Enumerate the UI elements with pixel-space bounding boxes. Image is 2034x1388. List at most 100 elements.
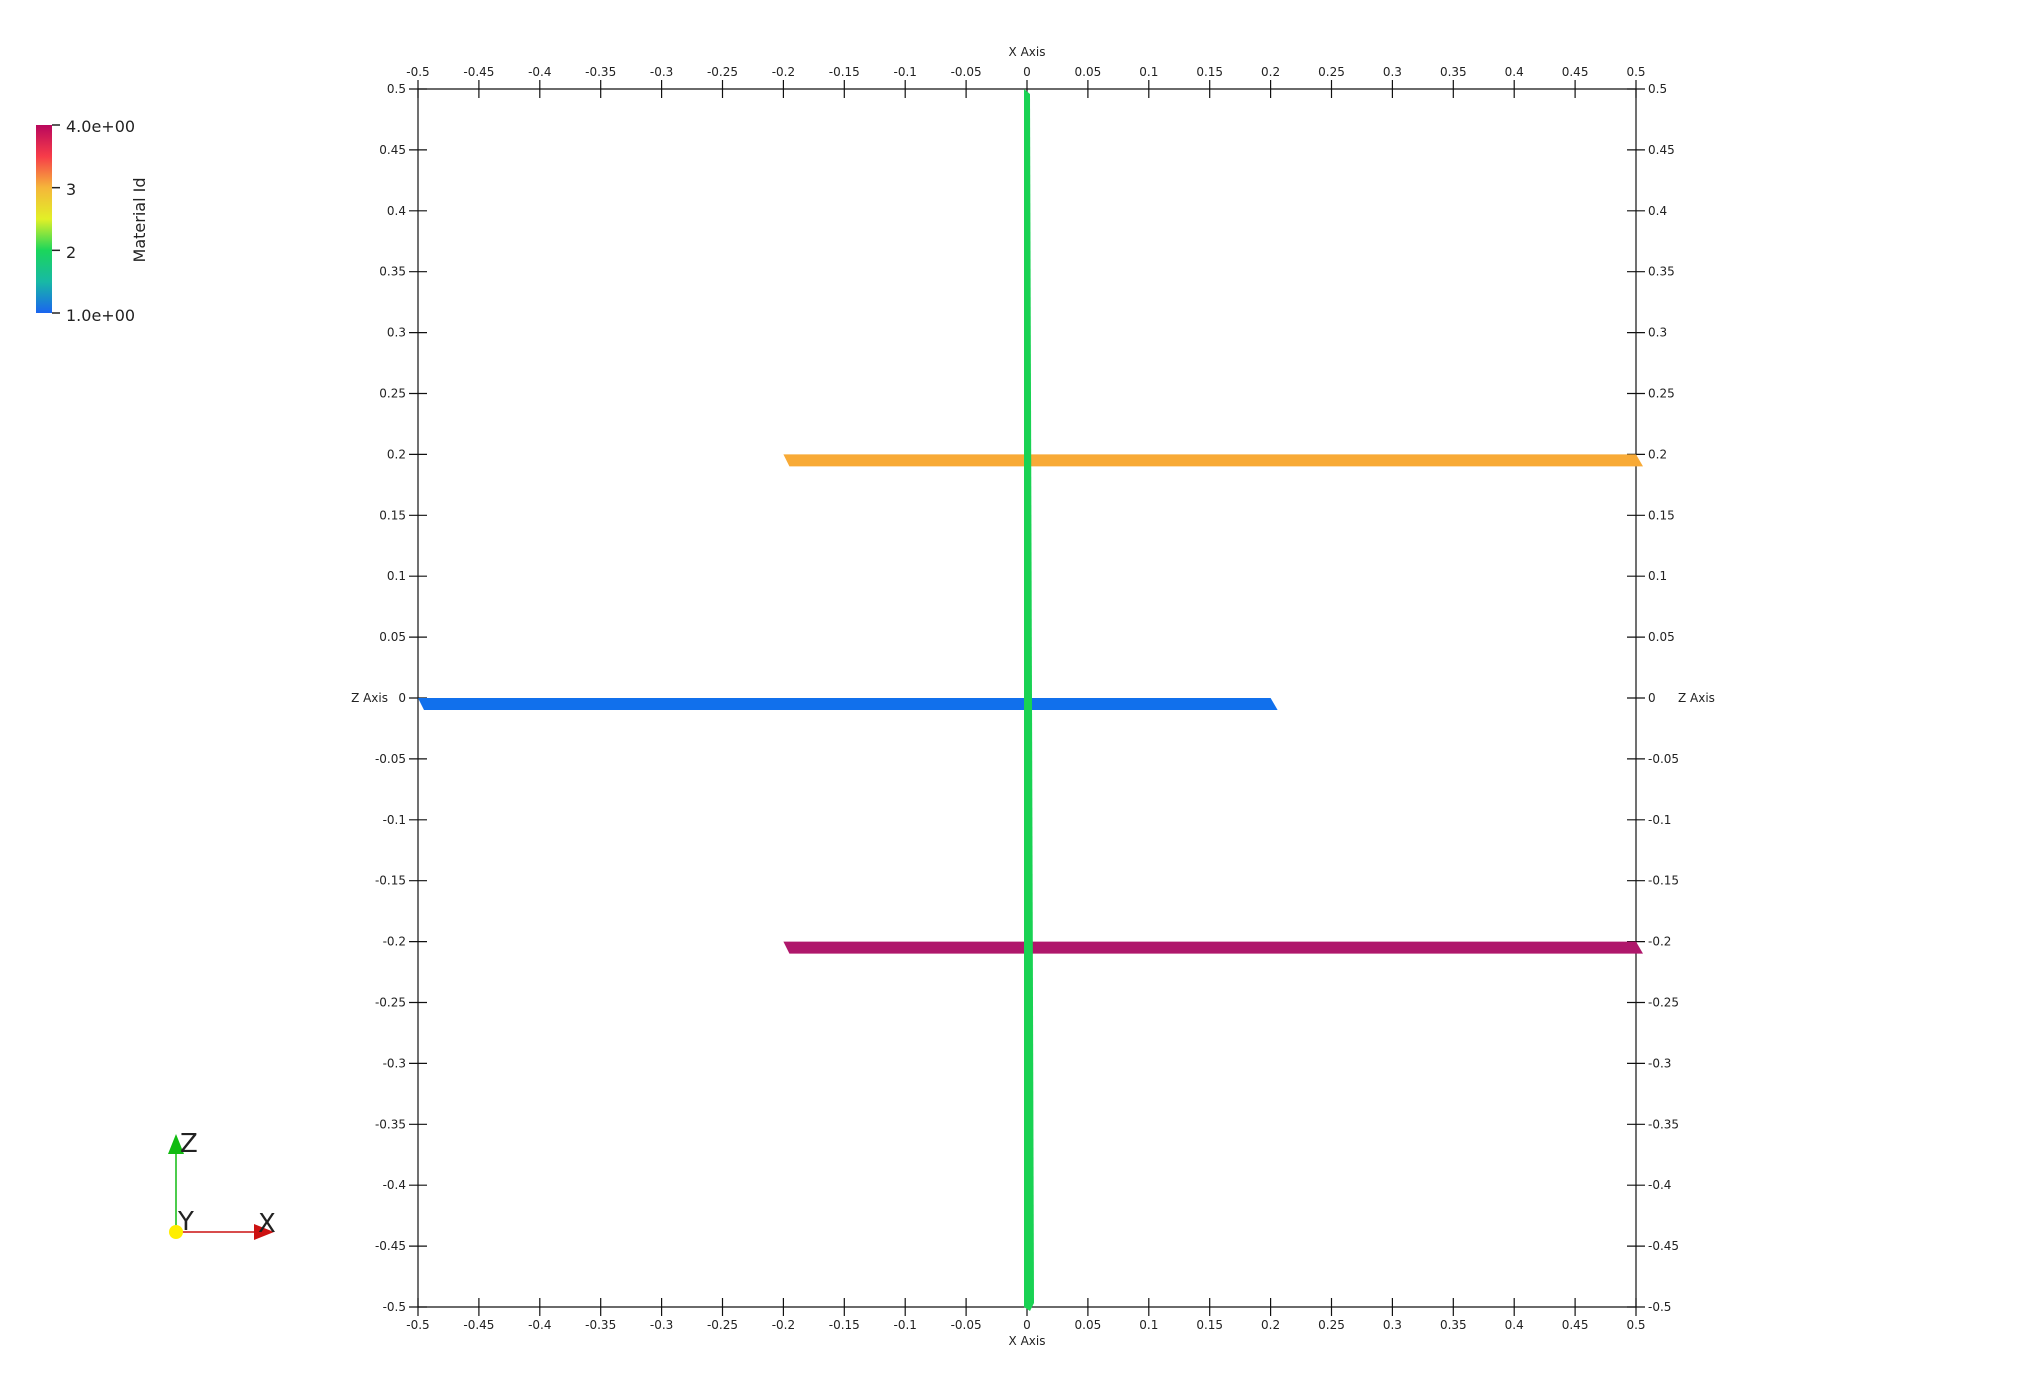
x-tick-label-top: 0.3	[1383, 65, 1402, 79]
x-tick-label-top: 0.45	[1562, 65, 1589, 79]
z-tick-label-right: -0.1	[1648, 813, 1671, 827]
x-tick-label-top: -0.15	[829, 65, 860, 79]
x-tick-label-top: 0.25	[1318, 65, 1345, 79]
orient-y-dot-icon	[169, 1225, 183, 1239]
z-axis-title-left: Z Axis	[351, 691, 388, 705]
z-tick-label-right: 0.3	[1648, 326, 1667, 340]
x-tick-label-top: -0.25	[707, 65, 738, 79]
x-tick-label-bottom: 0.45	[1562, 1318, 1589, 1332]
orient-x-arrow-icon	[254, 1224, 274, 1240]
z-tick-label-left: 0.4	[387, 204, 406, 218]
data-series	[418, 89, 1643, 1311]
x-tick-label-top: -0.35	[585, 65, 616, 79]
z-tick-label-right: 0.35	[1648, 265, 1675, 279]
x-tick-label-bottom: -0.3	[650, 1318, 673, 1332]
x-tick-label-top: 0.2	[1261, 65, 1280, 79]
z-tick-label-right: -0.05	[1648, 752, 1679, 766]
material-3-strip	[783, 454, 1643, 467]
z-tick-label-left: -0.2	[383, 935, 406, 949]
x-tick-label-top: -0.1	[893, 65, 916, 79]
z-tick-label-right: 0.45	[1648, 143, 1675, 157]
x-tick-label-bottom: 0.1	[1139, 1318, 1158, 1332]
z-tick-label-right: -0.45	[1648, 1239, 1679, 1253]
x-tick-label-top: 0.15	[1196, 65, 1223, 79]
z-tick-label-right: 0.25	[1648, 387, 1675, 401]
z-tick-label-left: 0.35	[379, 265, 406, 279]
material-4-strip	[783, 941, 1643, 954]
z-tick-label-right: 0.2	[1648, 447, 1667, 461]
orient-z-label: Z	[180, 1129, 198, 1159]
x-tick-label-bottom: -0.5	[406, 1318, 429, 1332]
x-tick-label-bottom: -0.15	[829, 1318, 860, 1332]
legend-label-3: 3	[66, 180, 76, 199]
orient-y-label: Y	[177, 1207, 194, 1237]
plot-area: -0.5-0.5-0.45-0.45-0.4-0.4-0.35-0.35-0.3…	[375, 65, 1679, 1332]
z-tick-label-right: 0.4	[1648, 204, 1667, 218]
z-tick-label-left: -0.05	[375, 752, 406, 766]
z-tick-label-left: -0.1	[383, 813, 406, 827]
x-tick-label-bottom: 0.35	[1440, 1318, 1467, 1332]
z-tick-label-left: -0.5	[383, 1300, 406, 1314]
z-tick-label-left: -0.3	[383, 1056, 406, 1070]
z-tick-label-left: 0.3	[387, 326, 406, 340]
axis-ticks: -0.5-0.5-0.45-0.45-0.4-0.4-0.35-0.35-0.3…	[375, 65, 1679, 1332]
z-tick-label-right: -0.3	[1648, 1056, 1671, 1070]
z-tick-label-left: -0.25	[375, 996, 406, 1010]
legend-label-2: 2	[66, 243, 76, 262]
x-tick-label-bottom: 0.5	[1626, 1318, 1645, 1332]
x-tick-label-bottom: -0.45	[463, 1318, 494, 1332]
z-tick-label-right: -0.15	[1648, 874, 1679, 888]
z-tick-label-right: 0.05	[1648, 630, 1675, 644]
x-tick-label-bottom: -0.35	[585, 1318, 616, 1332]
x-tick-label-top: -0.5	[406, 65, 429, 79]
x-tick-label-bottom: 0	[1023, 1318, 1031, 1332]
material-1-strip	[418, 698, 1278, 710]
x-tick-label-top: -0.05	[951, 65, 982, 79]
x-tick-label-bottom: 0.25	[1318, 1318, 1345, 1332]
x-tick-label-top: -0.4	[528, 65, 551, 79]
x-tick-label-bottom: 0.15	[1196, 1318, 1223, 1332]
z-tick-label-right: -0.5	[1648, 1300, 1671, 1314]
x-tick-label-bottom: 0.4	[1505, 1318, 1524, 1332]
z-tick-label-right: 0	[1648, 691, 1656, 705]
x-tick-label-top: 0.05	[1075, 65, 1102, 79]
x-tick-label-bottom: -0.2	[772, 1318, 795, 1332]
z-tick-label-left: -0.15	[375, 874, 406, 888]
color-legend: 4.0e+00 3 2 1.0e+00 Material Id	[36, 117, 149, 325]
z-tick-label-right: 0.5	[1648, 82, 1667, 96]
z-tick-label-left: -0.4	[383, 1178, 406, 1192]
z-tick-label-left: 0.25	[379, 387, 406, 401]
x-tick-label-bottom: 0.3	[1383, 1318, 1402, 1332]
x-tick-label-top: 0	[1023, 65, 1031, 79]
z-tick-label-left: 0.2	[387, 447, 406, 461]
z-tick-label-right: -0.4	[1648, 1178, 1671, 1192]
z-tick-label-left: 0.15	[379, 508, 406, 522]
x-tick-label-top: 0.1	[1139, 65, 1158, 79]
legend-color-bar	[36, 125, 52, 313]
x-tick-label-top: 0.5	[1626, 65, 1645, 79]
legend-label-max: 4.0e+00	[66, 117, 135, 136]
orient-z-arrow-icon	[168, 1134, 184, 1154]
x-axis-title-bottom: X Axis	[1009, 1334, 1046, 1348]
x-tick-label-top: -0.3	[650, 65, 673, 79]
x-tick-label-bottom: -0.25	[707, 1318, 738, 1332]
legend-title: Material Id	[130, 178, 149, 263]
x-axis-title-top: X Axis	[1009, 45, 1046, 59]
x-tick-label-top: -0.2	[772, 65, 795, 79]
x-tick-label-top: 0.35	[1440, 65, 1467, 79]
z-tick-label-right: -0.25	[1648, 996, 1679, 1010]
z-axis-title-right: Z Axis	[1678, 691, 1715, 705]
x-tick-label-top: 0.4	[1505, 65, 1524, 79]
x-tick-label-bottom: 0.2	[1261, 1318, 1280, 1332]
z-tick-label-right: 0.1	[1648, 569, 1667, 583]
z-tick-label-right: -0.35	[1648, 1117, 1679, 1131]
z-tick-label-left: -0.35	[375, 1117, 406, 1131]
z-tick-label-left: -0.45	[375, 1239, 406, 1253]
orientation-axes: X Y Z	[168, 1129, 276, 1240]
x-tick-label-bottom: 0.05	[1075, 1318, 1102, 1332]
z-tick-label-left: 0	[398, 691, 406, 705]
z-tick-label-left: 0.05	[379, 630, 406, 644]
z-tick-label-right: 0.15	[1648, 508, 1675, 522]
material-2-strip	[1024, 89, 1034, 1311]
